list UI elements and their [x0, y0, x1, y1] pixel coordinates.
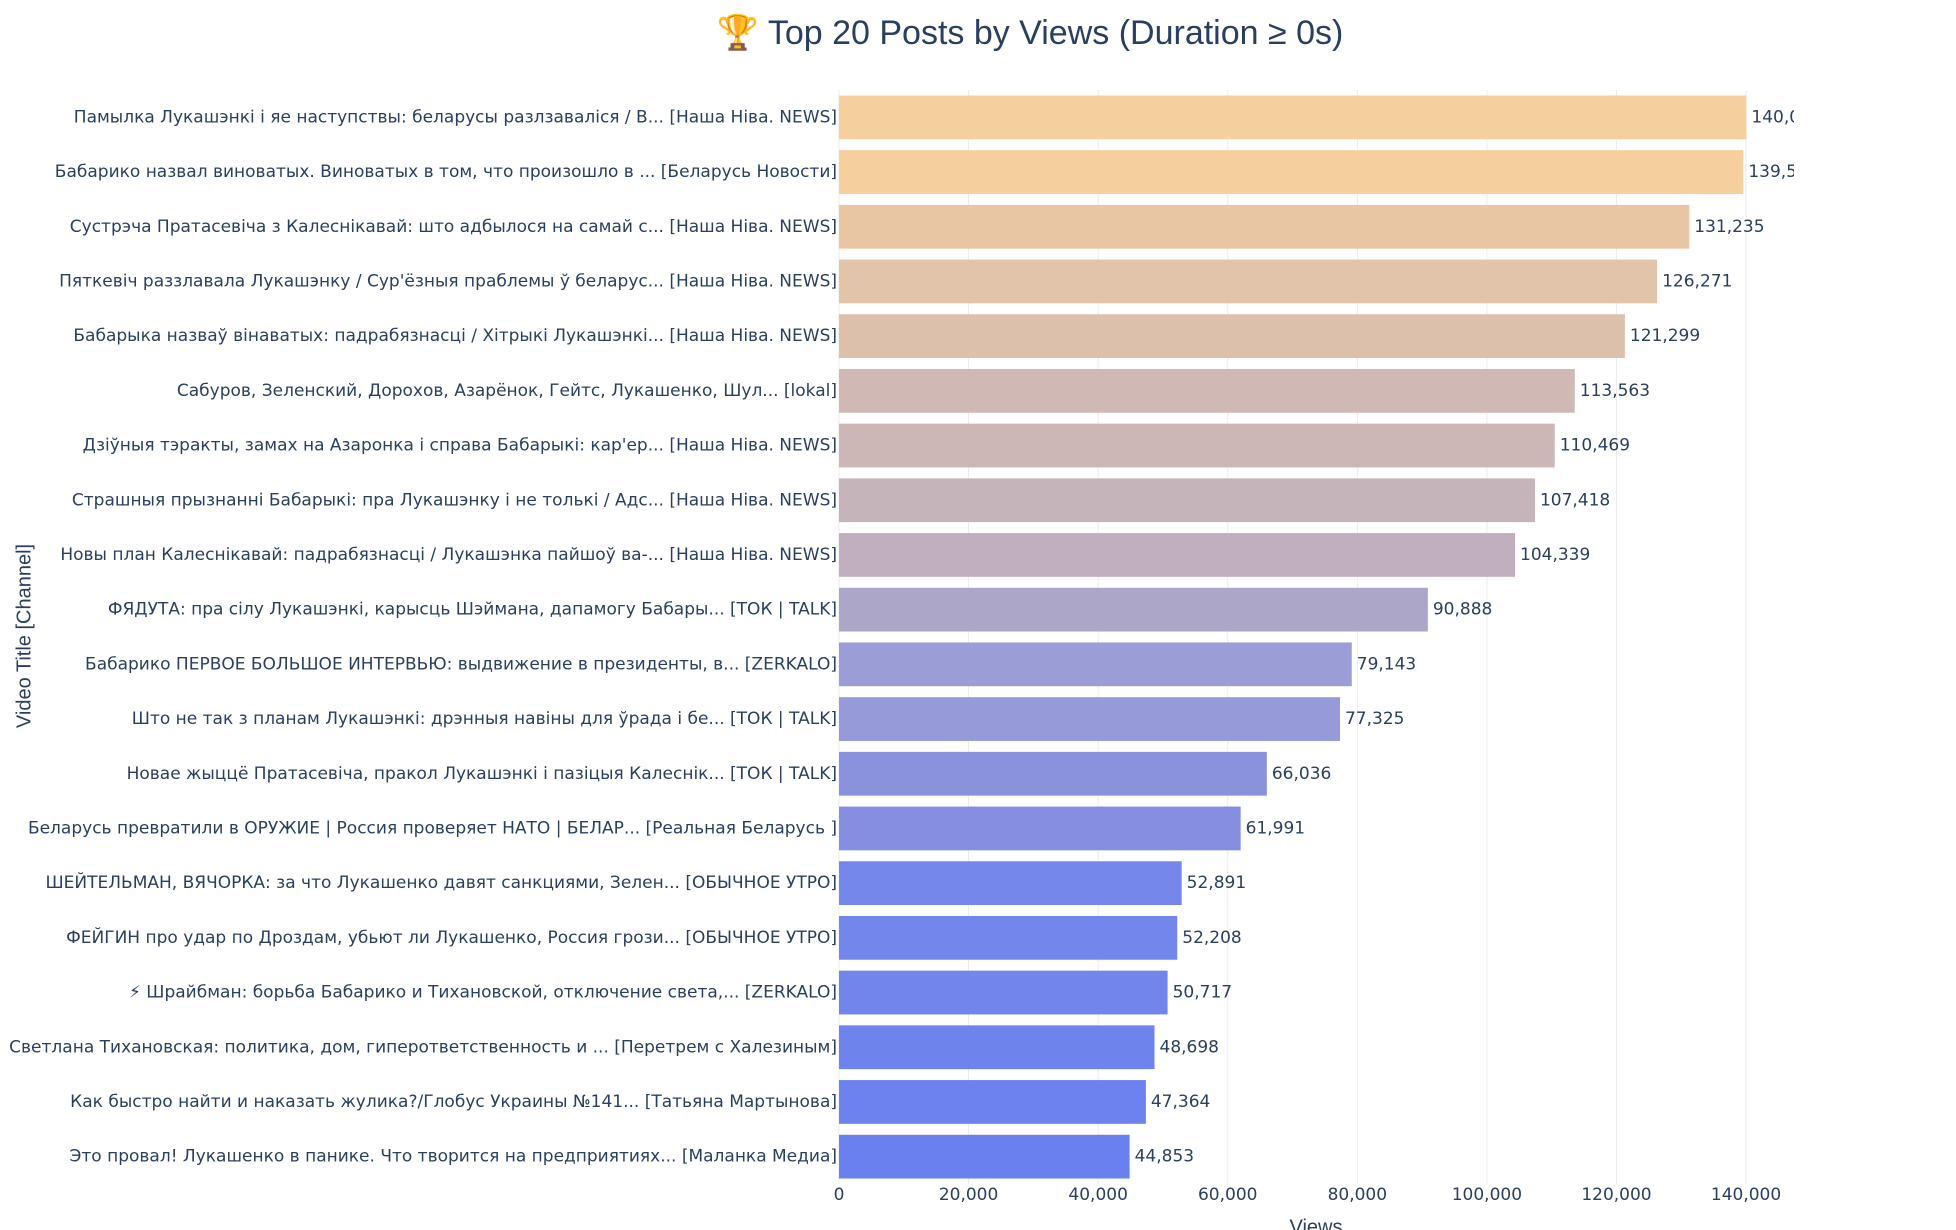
bar: [839, 1025, 1155, 1070]
bar: [839, 697, 1340, 741]
y-tick-label: Светлана Тихановская: политика, дом, гип…: [9, 1037, 837, 1057]
chart-title: 🏆 Top 20 Posts by Views (Duration ≥ 0s): [717, 13, 1344, 52]
y-tick-label: Сустрэча Пратасевіча з Калеснікавай: што…: [70, 217, 837, 237]
bar: [839, 1080, 1146, 1124]
bar: [839, 861, 1182, 906]
x-axis-title: Views: [1290, 1216, 1343, 1230]
bar: [839, 533, 1516, 577]
bars: [839, 95, 1747, 1179]
grid: [838, 90, 1747, 1184]
value-label: 113,563: [1580, 381, 1650, 401]
y-tick-label: Сабуров, Зеленский, Дорохов, Азарёнок, Г…: [177, 381, 837, 401]
value-label: 52,891: [1187, 873, 1246, 893]
x-tick-label: 40,000: [1068, 1185, 1127, 1205]
bar: [839, 915, 1178, 960]
value-label: 140,050: [1751, 107, 1821, 127]
y-tick-label: Беларусь превратили в ОРУЖИЕ | Россия пр…: [28, 818, 837, 838]
y-tick-label: Памылка Лукашэнкі і яе наступствы: белар…: [74, 107, 837, 127]
value-label: 110,469: [1560, 436, 1630, 456]
y-tick-label: Што не так з планам Лукашэнкі: дрэнныя н…: [132, 709, 837, 729]
bar: [839, 150, 1744, 194]
y-tick-label: Бабарико назвал виноватых. Виноватых в т…: [55, 162, 837, 182]
bar: [839, 1134, 1130, 1179]
bar: [839, 423, 1555, 468]
bar: [839, 970, 1168, 1015]
value-label: 121,299: [1630, 326, 1700, 346]
y-tick-label: ШЕЙТЕЛЬМАН, ВЯЧОРКА: за что Лукашенко да…: [46, 871, 838, 893]
value-label: 50,717: [1173, 983, 1232, 1003]
value-label: 61,991: [1246, 818, 1305, 838]
bar: [839, 95, 1747, 140]
x-tick-label: 0: [834, 1185, 845, 1205]
y-tick-label: Бабарико ПЕРВОЕ БОЛЬШОЕ ИНТЕРВЬЮ: выдвиж…: [85, 654, 837, 674]
value-label: 52,208: [1182, 928, 1241, 948]
y-tick-label: Это провал! Лукашенко в панике. Что твор…: [70, 1147, 837, 1167]
value-labels: 140,050 139,580 131,235 126,271 121,299 113,5…: [1135, 107, 1821, 1167]
bar: [839, 642, 1352, 687]
value-label: 107,418: [1540, 490, 1610, 510]
bar: [839, 204, 1690, 249]
y-tick-label: Страшныя прызнанні Бабарыкі: пра Лукашэн…: [72, 490, 837, 510]
y-tick-label: Бабарыка назваў вінаватых: падрабязнасці…: [73, 326, 837, 346]
y-axis-title: Video Title [Channel]: [13, 544, 35, 728]
value-label: 104,339: [1520, 545, 1590, 565]
y-tick-label: Новае жыццё Пратасевіча, пракол Лукашэнк…: [127, 764, 837, 784]
value-label: 77,325: [1345, 709, 1404, 729]
y-tick-label: ФЯДУТА: пра сілу Лукашэнкі, карысць Шэйм…: [108, 600, 837, 620]
value-label: 66,036: [1272, 764, 1331, 784]
bar: [839, 478, 1535, 523]
x-tick-label: 120,000: [1581, 1185, 1651, 1205]
y-tick-label: ФЕЙГИН про удар по Дроздам, убьют ли Лук…: [66, 926, 837, 948]
value-label: 48,698: [1160, 1037, 1219, 1057]
x-tick-label: 60,000: [1198, 1185, 1257, 1205]
y-tick-label: Дзіўныя тэракты, замах на Азаронка і спр…: [83, 436, 837, 456]
y-tick-label: Пяткевіч раззлавала Лукашэнку / Сур'ёзны…: [59, 271, 837, 291]
y-tick-label: Как быстро найти и наказать жулика?/Глоб…: [70, 1092, 837, 1112]
value-label: 139,580: [1748, 162, 1818, 182]
x-tick-label: 20,000: [939, 1185, 998, 1205]
x-tick-label: 140,000: [1711, 1185, 1781, 1205]
value-label: 131,235: [1694, 217, 1764, 237]
bar: [839, 368, 1575, 413]
value-label: 90,888: [1433, 600, 1492, 620]
bar: [839, 751, 1267, 796]
bar: [839, 806, 1241, 851]
value-label: 44,853: [1135, 1147, 1194, 1167]
value-label: 126,271: [1662, 271, 1732, 291]
x-tick-label: 80,000: [1328, 1185, 1387, 1205]
value-label: 47,364: [1151, 1092, 1210, 1112]
bar: [839, 587, 1428, 632]
x-tick-label: 100,000: [1452, 1185, 1522, 1205]
value-label: 79,143: [1357, 654, 1416, 674]
y-tick-label: Новы план Калеснікавай: падрабязнасці / …: [60, 545, 837, 565]
y-tick-label: ⚡ Шрайбман: борьба Бабарико и Тихановско…: [129, 983, 837, 1003]
bar: [839, 314, 1625, 359]
bar: [839, 259, 1658, 304]
